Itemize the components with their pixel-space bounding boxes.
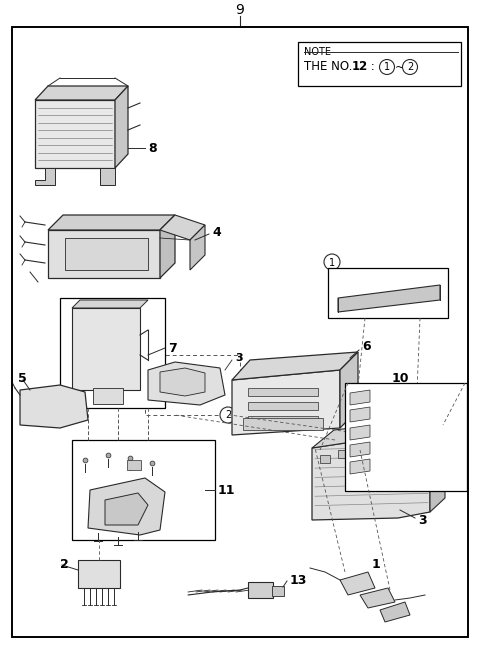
Circle shape (117, 505, 133, 521)
Polygon shape (428, 417, 454, 435)
Text: 3: 3 (235, 353, 242, 363)
Text: 2: 2 (225, 411, 231, 421)
Polygon shape (72, 300, 148, 308)
Polygon shape (425, 404, 431, 435)
Polygon shape (160, 368, 205, 396)
Text: 10: 10 (392, 371, 409, 384)
Polygon shape (48, 230, 160, 278)
Text: 3: 3 (418, 513, 427, 526)
Polygon shape (35, 168, 55, 185)
Polygon shape (105, 493, 148, 525)
Bar (345, 383, 467, 491)
Text: 11: 11 (218, 484, 236, 496)
Text: ~: ~ (395, 60, 405, 73)
Polygon shape (65, 238, 148, 270)
Circle shape (37, 393, 67, 423)
Text: 4: 4 (212, 225, 221, 238)
Polygon shape (88, 478, 165, 535)
Polygon shape (35, 100, 115, 168)
Polygon shape (428, 435, 458, 444)
Polygon shape (350, 407, 370, 422)
Bar (272, 586, 284, 596)
Polygon shape (340, 352, 358, 428)
Polygon shape (412, 435, 428, 462)
Bar (248, 388, 318, 396)
Bar (72, 440, 215, 540)
Bar (248, 582, 273, 598)
Text: :: : (367, 60, 375, 73)
Text: 13: 13 (290, 574, 307, 587)
Polygon shape (312, 420, 420, 448)
Text: 9: 9 (236, 3, 244, 17)
Polygon shape (160, 215, 175, 278)
Circle shape (172, 375, 192, 395)
Polygon shape (430, 425, 445, 512)
Polygon shape (100, 168, 115, 185)
Bar (127, 460, 141, 470)
Polygon shape (350, 459, 370, 474)
Bar (93, 388, 123, 404)
Polygon shape (350, 425, 370, 440)
Text: 8: 8 (148, 141, 156, 154)
Circle shape (380, 60, 395, 75)
Text: 1: 1 (384, 62, 390, 73)
Bar (328, 268, 448, 318)
Bar (372, 450, 382, 458)
Text: THE NO.: THE NO. (304, 60, 352, 73)
Text: 1: 1 (329, 258, 335, 267)
Text: 5: 5 (18, 371, 27, 384)
Circle shape (220, 407, 236, 423)
Polygon shape (380, 602, 410, 622)
Polygon shape (360, 588, 395, 608)
Bar (298, 42, 461, 86)
Text: 6: 6 (362, 341, 371, 354)
Circle shape (46, 402, 58, 414)
Text: 7: 7 (168, 341, 177, 354)
Polygon shape (148, 362, 225, 405)
Polygon shape (405, 414, 428, 435)
Bar (248, 416, 318, 424)
Polygon shape (48, 215, 175, 230)
Bar (145, 355, 240, 415)
Text: 12: 12 (352, 60, 368, 73)
Polygon shape (232, 352, 358, 380)
Polygon shape (428, 435, 439, 464)
Bar (243, 418, 323, 430)
Circle shape (324, 254, 340, 270)
Text: 2: 2 (60, 559, 69, 572)
Bar (78, 560, 120, 588)
Bar (248, 402, 318, 410)
Polygon shape (397, 435, 428, 441)
Polygon shape (338, 285, 440, 312)
Polygon shape (312, 435, 430, 520)
Polygon shape (340, 572, 375, 595)
Text: 1: 1 (372, 559, 381, 572)
Bar (320, 455, 330, 463)
Polygon shape (115, 86, 128, 168)
Polygon shape (350, 390, 370, 405)
Circle shape (403, 60, 418, 75)
Polygon shape (20, 385, 88, 428)
Polygon shape (232, 370, 340, 435)
Polygon shape (160, 215, 205, 240)
Circle shape (390, 397, 466, 473)
Text: NOTE: NOTE (304, 47, 331, 57)
Polygon shape (72, 308, 140, 390)
Polygon shape (350, 442, 370, 457)
Polygon shape (35, 86, 128, 100)
Circle shape (420, 428, 436, 443)
Polygon shape (190, 225, 205, 270)
Text: 2: 2 (407, 62, 413, 73)
Bar (388, 448, 398, 456)
Bar (338, 450, 348, 458)
Bar (60, 298, 165, 408)
Bar (355, 452, 365, 460)
